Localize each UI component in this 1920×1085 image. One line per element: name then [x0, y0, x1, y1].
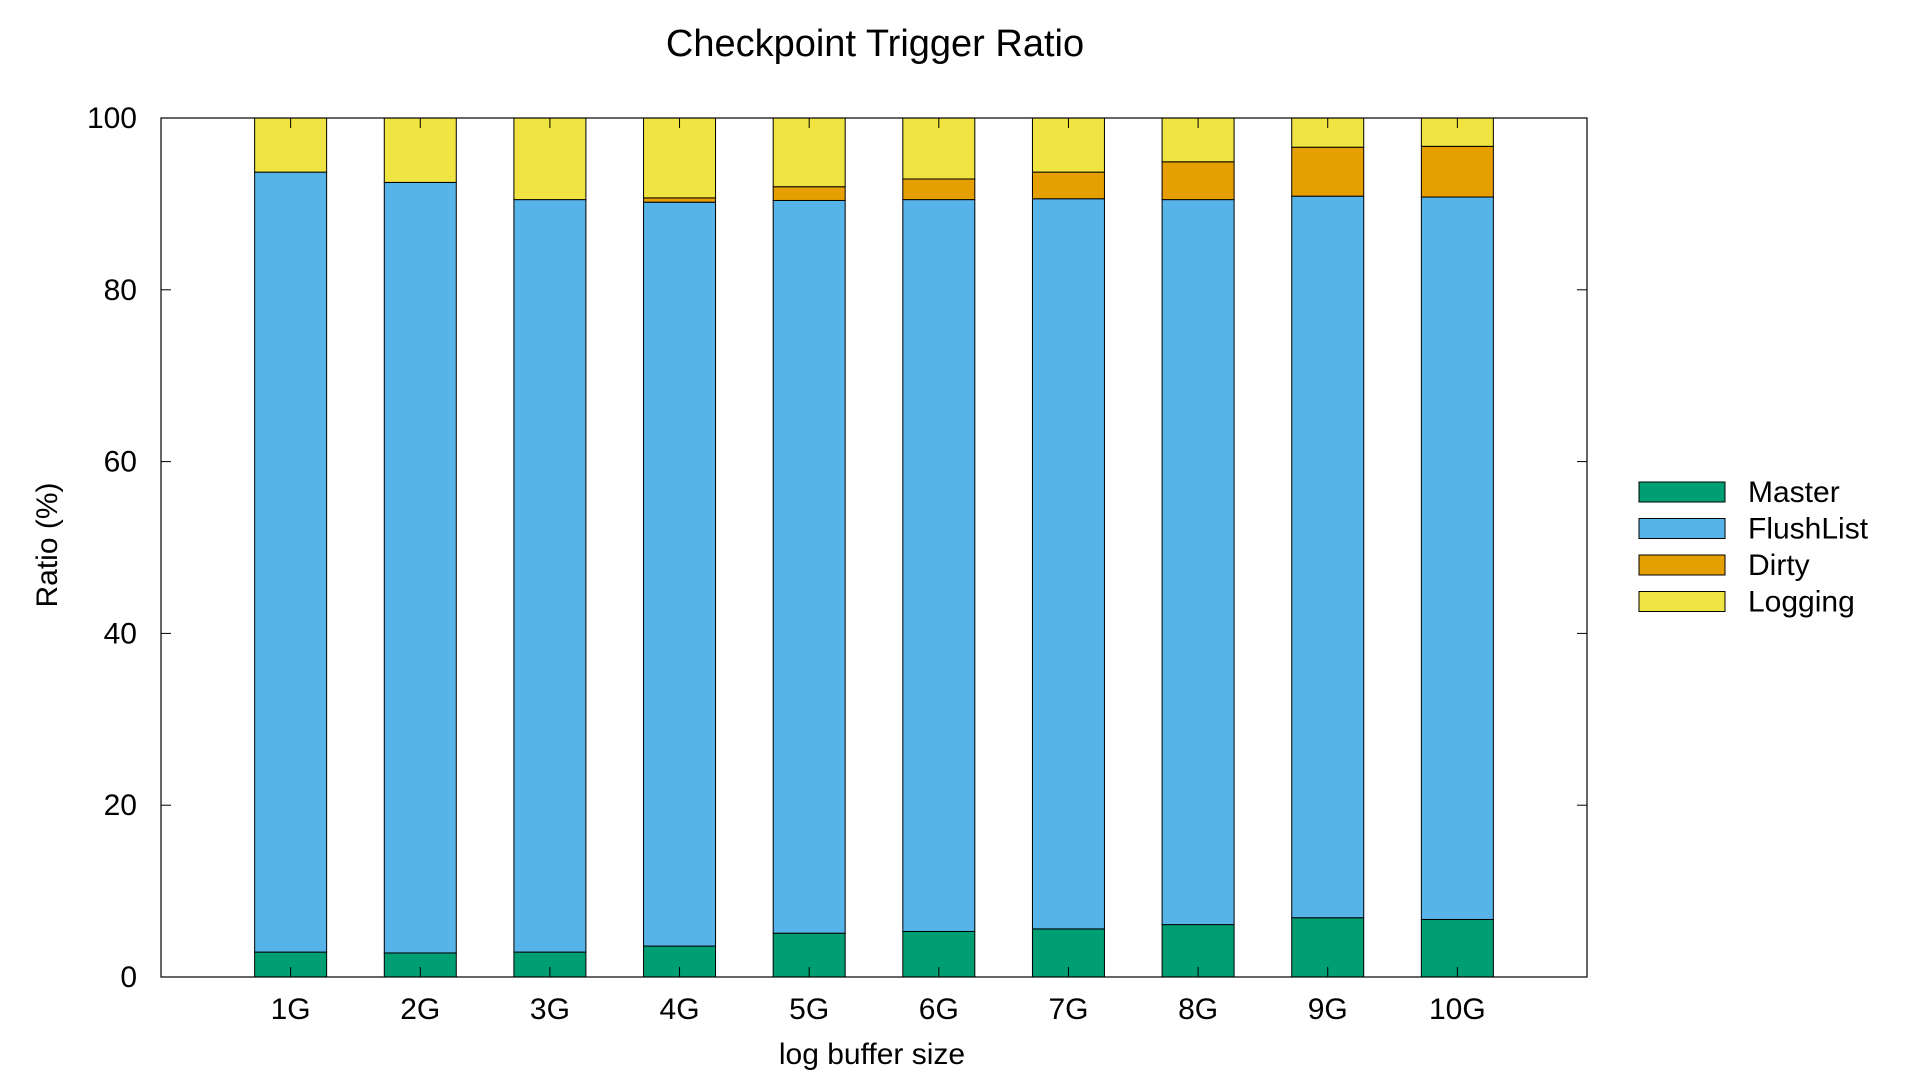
legend-label-logging: Logging [1748, 586, 1855, 619]
bar-stack-4G [643, 117, 717, 978]
x-tick-label: 5G [789, 993, 829, 1026]
bar-dirty-5G [772, 186, 846, 201]
bar-logging-8G [1161, 117, 1235, 163]
bar-logging-6G [902, 117, 976, 180]
bar-dirty-4G [643, 197, 717, 203]
bar-flushlist-9G [1291, 195, 1365, 919]
bar-logging-3G [513, 117, 587, 201]
y-axis-label: Ratio (%) [31, 482, 64, 607]
y-tick-label: 40 [104, 617, 137, 650]
legend-swatch-master [1638, 481, 1726, 503]
x-tick-label: 8G [1178, 993, 1218, 1026]
bar-flushlist-2G [383, 181, 457, 954]
bar-flushlist-3G [513, 199, 587, 953]
y-tick-label: 60 [104, 446, 137, 479]
bar-stack-3G [513, 117, 587, 978]
bars-layer [254, 117, 1494, 978]
bar-flushlist-4G [643, 201, 717, 947]
legend-swatch-logging [1638, 591, 1726, 612]
y-tick-label: 20 [104, 789, 137, 822]
x-tick-label: 9G [1308, 993, 1348, 1026]
bar-logging-10G [1420, 117, 1494, 147]
bar-stack-6G [902, 117, 976, 978]
plot-frame [160, 117, 1588, 978]
bar-flushlist-5G [772, 199, 846, 934]
x-tick-label: 10G [1429, 993, 1486, 1026]
x-tick-label: 4G [660, 993, 700, 1026]
chart-title: Checkpoint Trigger Ratio [666, 23, 1084, 65]
bar-logging-5G [772, 117, 846, 188]
x-tick-label: 2G [400, 993, 440, 1026]
bar-dirty-9G [1291, 146, 1365, 197]
bar-dirty-10G [1420, 145, 1494, 198]
x-tick-label: 7G [1048, 993, 1088, 1026]
axes-layer: 1G 2G 3G 4G 5G 6G 7G 8G 9G 10G 0 20 40 60 80 100 [87, 102, 1588, 1026]
bar-logging-2G [383, 117, 457, 183]
bar-stack-8G [1161, 117, 1235, 978]
y-tick-label: 0 [120, 961, 137, 994]
legend-label-flushlist: FlushList [1748, 513, 1869, 546]
y-tick-label: 100 [87, 102, 137, 135]
bar-stack-5G [772, 117, 846, 978]
bar-dirty-6G [902, 178, 976, 201]
bar-flushlist-6G [902, 199, 976, 932]
x-tick-label: 6G [919, 993, 959, 1026]
bar-stack-1G [254, 117, 328, 978]
bar-dirty-8G [1161, 161, 1235, 201]
legend-label-master: Master [1748, 476, 1840, 509]
bar-flushlist-7G [1031, 198, 1105, 930]
bar-logging-4G [643, 117, 717, 199]
legend-label-dirty: Dirty [1748, 549, 1810, 582]
x-axis-label: log buffer size [779, 1038, 965, 1071]
bar-stack-2G [383, 117, 457, 978]
x-tick-label: 3G [530, 993, 570, 1026]
bar-stack-7G [1031, 117, 1105, 978]
bar-flushlist-10G [1420, 196, 1494, 920]
legend-swatch-flushlist [1638, 518, 1726, 539]
bar-stack-9G [1291, 117, 1365, 978]
y-tick-label: 80 [104, 274, 137, 307]
bar-flushlist-1G [254, 171, 328, 953]
bar-dirty-7G [1031, 171, 1105, 200]
legend-swatch-dirty [1638, 554, 1726, 576]
x-tick-label: 1G [271, 993, 311, 1026]
bar-flushlist-8G [1161, 199, 1235, 926]
bar-stack-10G [1420, 117, 1494, 978]
